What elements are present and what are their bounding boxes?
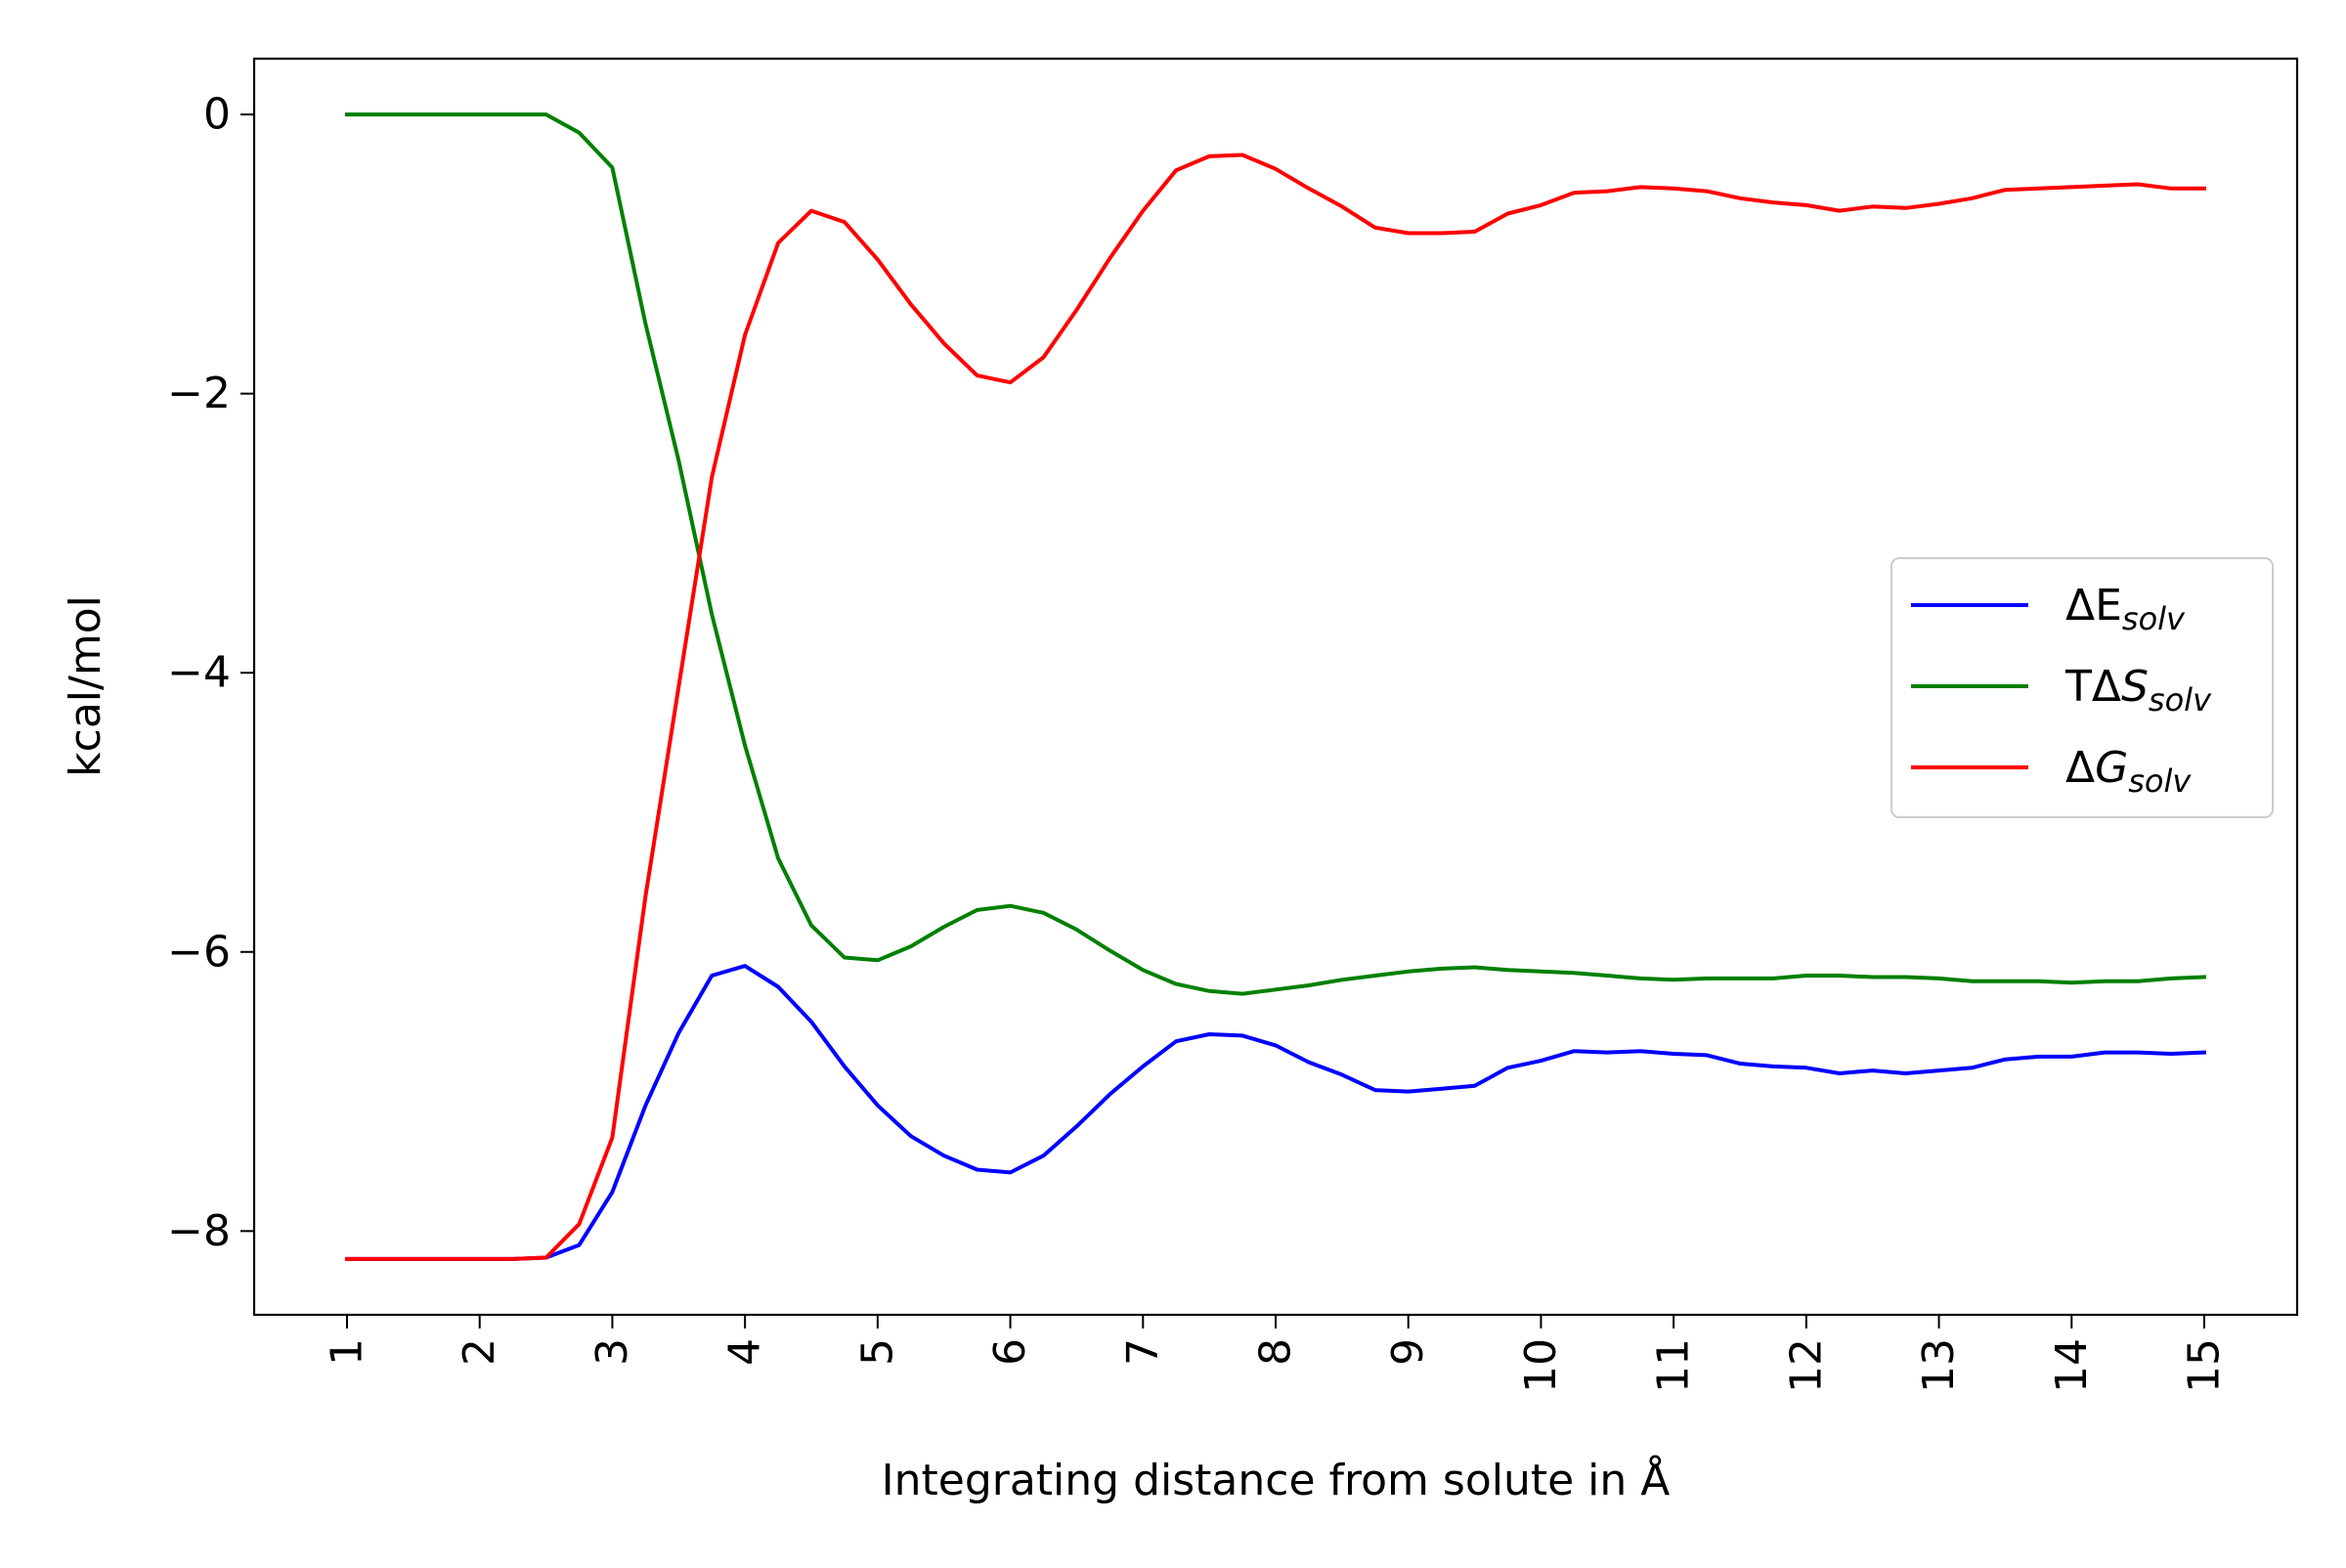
legend-box <box>1890 557 2274 818</box>
series-line-1 <box>345 112 2207 996</box>
x-tick-label: 8 <box>1251 1338 1301 1366</box>
y-tick-label: −4 <box>167 648 231 698</box>
x-tick-label: 12 <box>1781 1338 1831 1393</box>
legend-entry-2: ΔGsolv <box>1911 743 2192 801</box>
x-tick-label: 15 <box>2180 1338 2230 1393</box>
series-layer <box>345 112 2207 1261</box>
x-axis: 1 2 3 4 5 6 7 8 9 10 11 12 13 14 15 <box>323 1315 2230 1393</box>
legend: ΔEsolv TΔSsolv ΔGsolv <box>1890 557 2274 818</box>
legend-entry-0: ΔEsolv <box>1911 581 2186 638</box>
x-axis-title: Integrating distance from solute in Å <box>882 1454 1671 1505</box>
legend-label: ΔGsolv <box>2065 743 2192 801</box>
x-tick-label: 7 <box>1118 1338 1168 1366</box>
y-tick-label: −2 <box>167 369 231 418</box>
x-tick-label: 1 <box>323 1338 372 1366</box>
legend-entry-1: TΔSsolv <box>1911 662 2212 719</box>
x-tick-label: 6 <box>985 1338 1035 1366</box>
y-axis: 0 −2 −4 −6 −8 <box>167 90 254 1256</box>
x-tick-label: 9 <box>1383 1338 1433 1366</box>
legend-label: TΔSsolv <box>2064 662 2212 719</box>
y-axis-title: kcal/mol <box>61 595 110 777</box>
x-tick-label: 3 <box>587 1338 637 1366</box>
x-tick-label: 11 <box>1649 1338 1699 1393</box>
x-tick-label: 10 <box>1516 1338 1566 1393</box>
x-tick-label: 13 <box>1914 1338 1964 1393</box>
y-tick-label: 0 <box>203 90 231 140</box>
x-tick-label: 4 <box>720 1338 770 1366</box>
series-line-2 <box>345 152 2206 1261</box>
x-tick-label: 2 <box>455 1338 504 1366</box>
legend-label: ΔEsolv <box>2065 581 2186 638</box>
y-tick-label: −6 <box>167 927 231 977</box>
x-tick-label: 14 <box>2047 1338 2097 1393</box>
series-line-0 <box>345 964 2207 1261</box>
y-tick-label: −8 <box>167 1206 231 1256</box>
x-tick-label: 5 <box>852 1338 902 1366</box>
